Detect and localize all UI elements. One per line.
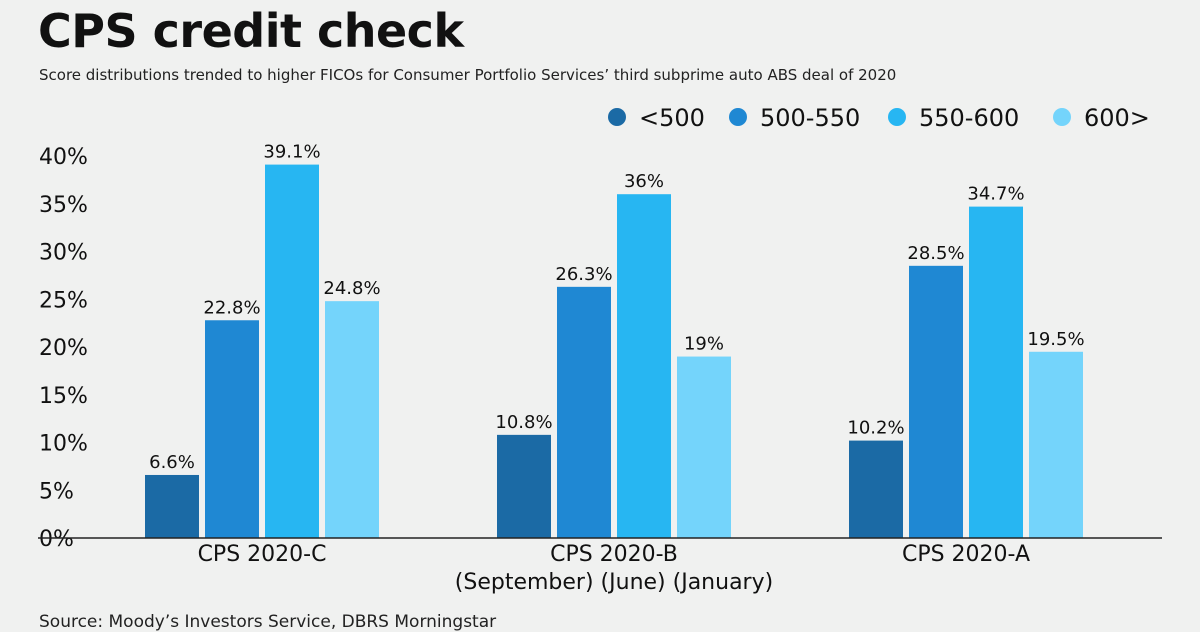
legend-swatch [888, 108, 906, 126]
data-label: 22.8% [203, 297, 260, 318]
data-label: 24.8% [323, 278, 380, 299]
y-axis: 0% 5% 10% 15% 20% 25% 30% 35% 40% [39, 145, 88, 552]
bar [617, 194, 671, 538]
x-axis-label: (September) (June) (January) [455, 570, 773, 595]
y-tick-label: 40% [39, 145, 88, 170]
bar [969, 206, 1023, 539]
y-tick-label: 25% [39, 288, 88, 313]
data-label: 19% [684, 334, 724, 355]
bar [849, 440, 903, 538]
data-label: 26.3% [555, 264, 612, 285]
bar [909, 265, 963, 538]
x-tick-label: CPS 2020-B [550, 542, 678, 567]
y-tick-label: 30% [39, 241, 88, 266]
y-tick-label: 15% [39, 384, 88, 409]
bar [265, 164, 319, 538]
legend-label: 550-600 [919, 104, 1019, 132]
x-tick-label: CPS 2020-C [198, 542, 327, 567]
chart-subtitle: Score distributions trended to higher FI… [39, 66, 897, 84]
bar [557, 286, 611, 538]
data-label: 34.7% [967, 184, 1024, 205]
data-label: 39.1% [263, 142, 320, 163]
y-tick-label: 5% [39, 479, 74, 504]
bar [497, 434, 551, 538]
legend-label: 600> [1084, 104, 1150, 132]
data-label: 19.5% [1027, 329, 1084, 350]
legend-item: 600> [1053, 104, 1150, 132]
legend-item: 500-550 [729, 104, 860, 132]
y-tick-label: 35% [39, 193, 88, 218]
legend-item: <500 [608, 104, 705, 132]
data-label: 36% [624, 171, 664, 192]
bar [145, 474, 199, 538]
bar [677, 356, 731, 538]
data-label: 28.5% [907, 243, 964, 264]
chart-title: CPS credit check [38, 4, 464, 58]
y-tick-label: 20% [39, 336, 88, 361]
legend-swatch [1053, 108, 1071, 126]
y-tick-label: 0% [39, 527, 74, 552]
data-label: 10.8% [495, 412, 552, 433]
y-tick-label: 10% [39, 432, 88, 457]
legend: <500 500-550 550-600 600> [608, 104, 1150, 132]
bar [205, 320, 259, 538]
legend-swatch [608, 108, 626, 126]
bar [1029, 351, 1083, 538]
x-axis: CPS 2020-C CPS 2020-B CPS 2020-A (September… [38, 537, 1162, 595]
bar [325, 301, 379, 538]
data-label: 6.6% [149, 452, 195, 473]
data-label: 10.2% [847, 418, 904, 439]
legend-swatch [729, 108, 747, 126]
legend-label: <500 [639, 104, 705, 132]
legend-label: 500-550 [760, 104, 860, 132]
legend-item: 550-600 [888, 104, 1019, 132]
bars: 6.6% 22.8% 39.1% 24.8% 10.8% 26.3% 36% 19% 10.2%… [145, 142, 1085, 539]
source-note: Source: Moody’s Investors Service, DBRS … [39, 612, 497, 632]
x-tick-label: CPS 2020-A [902, 542, 1030, 567]
